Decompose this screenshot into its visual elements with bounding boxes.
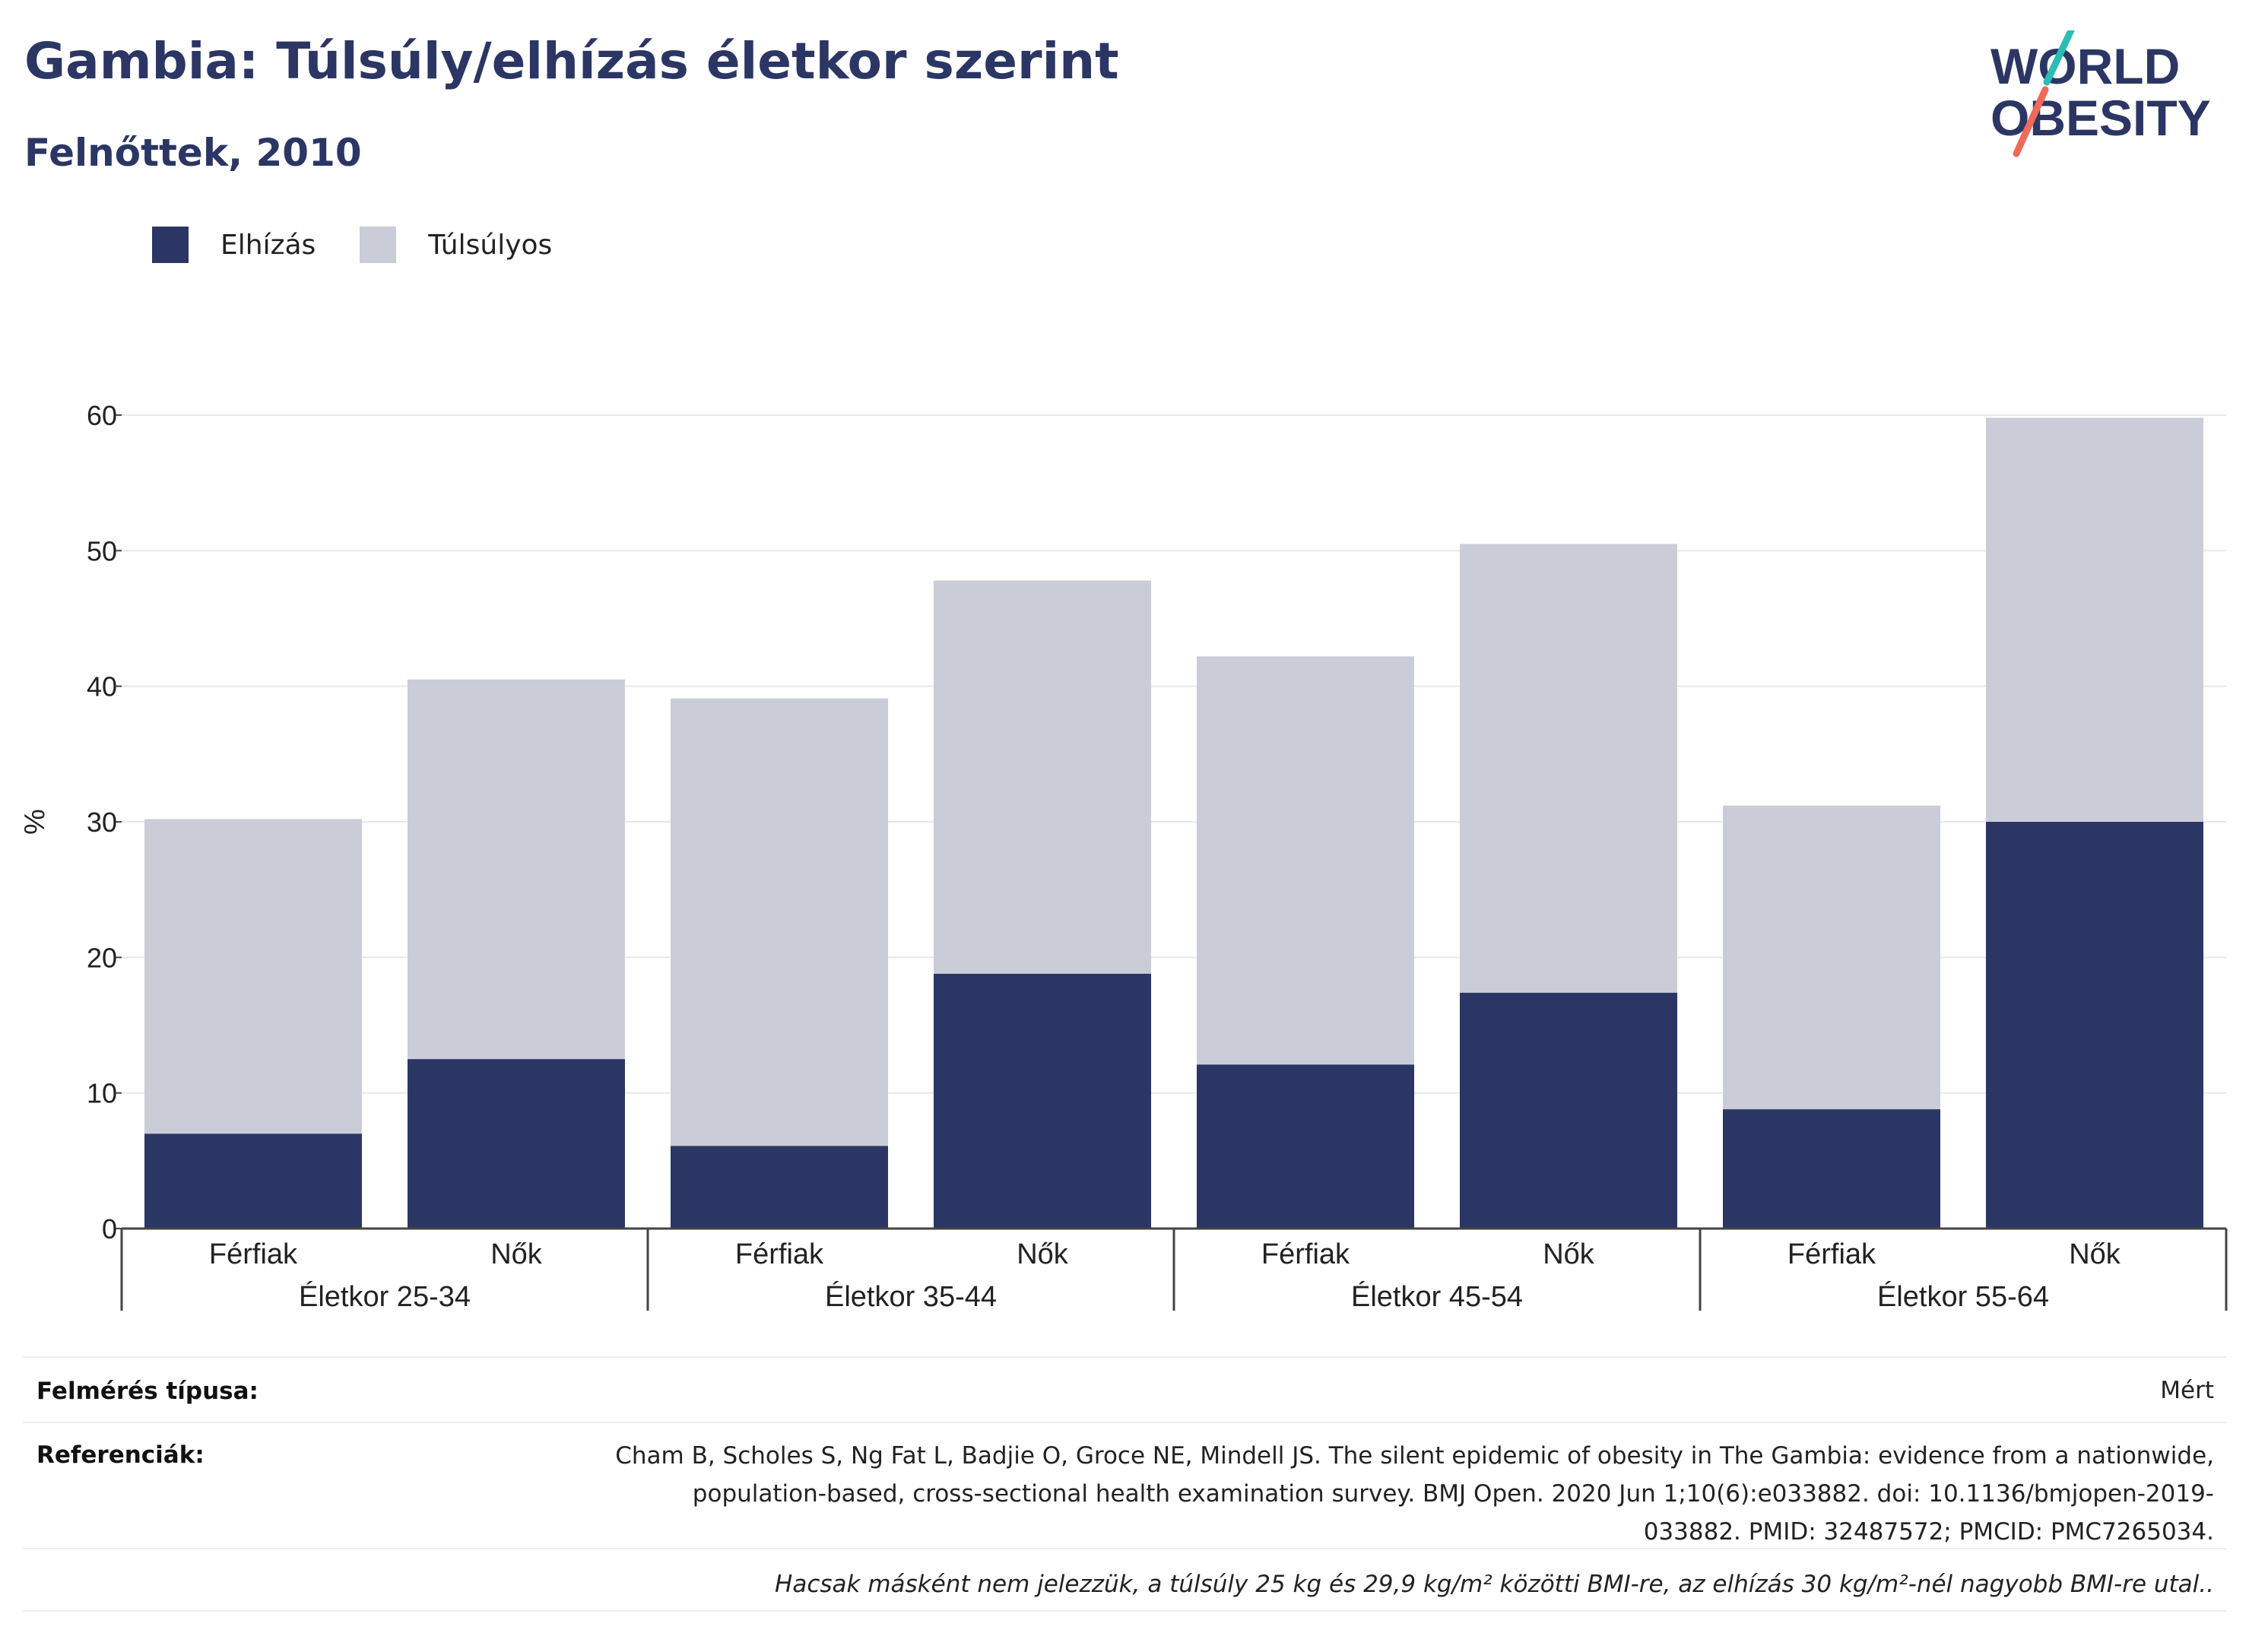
y-tick-label: 60 <box>87 400 117 431</box>
divider-lower <box>23 1548 2226 1549</box>
legend-item-elhizas[interactable]: Elhízás <box>152 227 316 263</box>
references-text: Cham B, Scholes S, Ng Fat L, Badjie O, G… <box>615 1437 2214 1551</box>
reference-line: 033882. PMID: 32487572; PMCID: PMC726503… <box>1643 1518 2214 1546</box>
bar-elhizas <box>934 973 1151 1229</box>
chart-legend: Elhízás Túlsúlyos <box>152 225 596 265</box>
y-tick-label: 30 <box>87 807 117 838</box>
x-category-label: Férfiak <box>735 1238 824 1270</box>
references-label: Referenciák: <box>36 1441 205 1469</box>
y-tick-label: 50 <box>87 535 117 566</box>
y-tick-label: 40 <box>87 671 117 702</box>
bar-tulsulyos <box>934 580 1151 974</box>
reference-line: population-based, cross-sectional health… <box>692 1480 2214 1508</box>
logo-slash-coral <box>2013 86 2049 157</box>
x-category-label: Férfiak <box>1261 1238 1350 1270</box>
bar-tulsulyos <box>1986 417 2203 822</box>
x-category-label: Nők <box>1017 1238 1069 1270</box>
x-category-label: Férfiak <box>209 1238 298 1270</box>
legend-label-tulsulyos: Túlsúlyos <box>428 229 553 261</box>
bar-tulsulyos <box>144 819 362 1134</box>
legend-swatch-elhizas <box>152 227 189 263</box>
x-group-label: Életkor 55-64 <box>1877 1280 2049 1313</box>
divider-bottom <box>23 1610 2226 1612</box>
definition-note: Hacsak másként nem jelezzük, a túlsúly 2… <box>775 1571 2214 1598</box>
bar-elhizas <box>1460 992 1677 1229</box>
bar-tulsulyos <box>1197 656 1414 1065</box>
x-group-label: Életkor 35-44 <box>825 1280 997 1313</box>
x-category-label: Nők <box>490 1238 543 1270</box>
bar-elhizas <box>671 1146 888 1229</box>
bar-elhizas <box>144 1134 362 1229</box>
reference-line: Cham B, Scholes S, Ng Fat L, Badjie O, G… <box>615 1442 2214 1470</box>
x-category-label: Férfiak <box>1787 1238 1876 1270</box>
bar-elhizas <box>1197 1064 1414 1229</box>
x-category-label: Nők <box>2069 1238 2121 1270</box>
bar-tulsulyos <box>671 698 888 1146</box>
chart-subtitle: Felnőttek, 2010 <box>24 131 362 175</box>
world-obesity-logo: WORLD OBESITY <box>1990 30 2211 157</box>
survey-type-value: Mért <box>2160 1377 2214 1404</box>
logo-text-world: WORLD <box>1990 38 2180 94</box>
logo-slash-teal <box>2043 30 2075 86</box>
bar-elhizas <box>1723 1109 1940 1229</box>
bar-elhizas <box>408 1059 625 1229</box>
y-tick-label: 20 <box>87 942 117 973</box>
y-axis-label: % <box>19 809 51 835</box>
bar-tulsulyos <box>1723 805 1940 1110</box>
bar-elhizas <box>1986 822 2203 1229</box>
x-group-label: Életkor 45-54 <box>1351 1280 1523 1313</box>
bar-tulsulyos <box>1460 544 1677 993</box>
references-row: Referenciák: Cham B, Scholes S, Ng Fat L… <box>23 1437 2226 1558</box>
chart-title: Gambia: Túlsúly/elhízás életkor szerint <box>24 32 1119 90</box>
divider-middle <box>23 1422 2226 1423</box>
stacked-bar-chart: 0 10 20 30 40 50 60% Férfiak Nők Férfiak Nők Férfia… <box>19 400 2228 1313</box>
y-tick-label: 10 <box>87 1078 117 1109</box>
survey-type-row: Felmérés típusa: Mért <box>23 1376 2226 1414</box>
divider-top <box>23 1356 2226 1358</box>
y-tick-label: 0 <box>102 1213 117 1245</box>
bar-tulsulyos <box>408 679 625 1060</box>
x-group-label: Életkor 25-34 <box>299 1280 471 1313</box>
legend-item-tulsulyos[interactable]: Túlsúlyos <box>360 227 552 263</box>
legend-swatch-tulsulyos <box>360 227 397 263</box>
survey-type-label: Felmérés típusa: <box>36 1378 259 1405</box>
legend-label-elhizas: Elhízás <box>220 229 316 261</box>
x-category-label: Nők <box>1543 1238 1595 1270</box>
